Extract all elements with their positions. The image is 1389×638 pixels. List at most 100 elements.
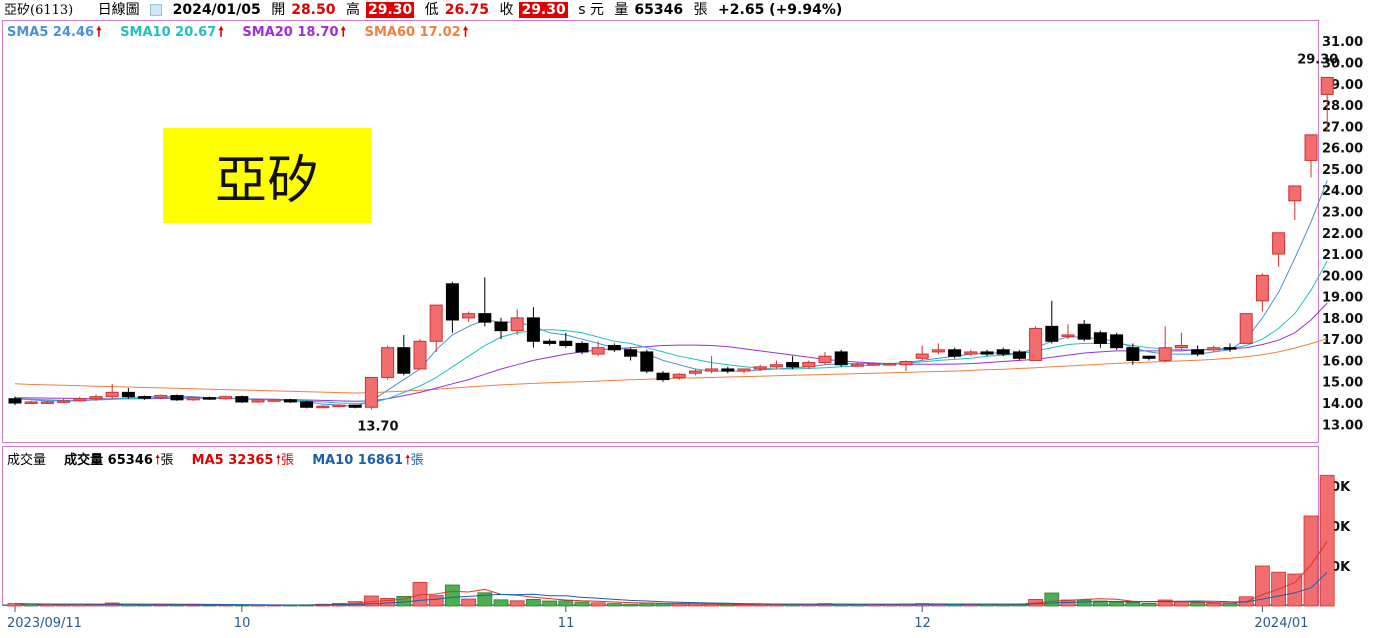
candle-body <box>316 405 330 409</box>
candle-body <box>526 317 540 342</box>
volume-bar <box>7 603 23 607</box>
volume-bar <box>607 603 622 607</box>
candle-body <box>948 349 962 357</box>
candle-body <box>721 368 735 372</box>
volume-bar <box>1190 602 1205 607</box>
candle-body <box>834 351 848 366</box>
vol-ma5-up-arrow-icon: 🠕 <box>275 453 282 468</box>
price-tick-label: 13.00 <box>1322 418 1363 433</box>
volume-bar <box>1287 573 1303 607</box>
candle-body <box>575 342 589 353</box>
vol-ma5-line <box>14 541 1328 606</box>
price-tick-label: 27.00 <box>1322 120 1363 135</box>
sma5-line <box>14 180 1328 407</box>
candle-body <box>413 340 427 370</box>
volume-bar <box>461 598 477 607</box>
candle-body <box>883 363 897 366</box>
volume-bar <box>590 602 606 607</box>
date-label: 2024/01 <box>1254 616 1308 631</box>
candle-body <box>1272 232 1286 255</box>
close-suffix: s 元 <box>578 2 604 18</box>
volume-bar <box>736 604 752 607</box>
candle-body <box>121 391 135 398</box>
volume-bar <box>623 603 638 607</box>
candle-body <box>251 399 265 403</box>
candle-body <box>235 396 249 403</box>
date-picker-icon[interactable] <box>150 4 163 16</box>
candle-body <box>543 340 557 344</box>
candle-body <box>89 396 103 400</box>
vol-ma10-legend: MA10 16861 <box>312 453 404 468</box>
candle-body <box>1288 185 1302 202</box>
date-label: 11 <box>558 616 575 631</box>
candle-body <box>1142 355 1156 359</box>
candle-body <box>1110 334 1124 349</box>
volume-legend-unit: 張 <box>160 453 174 468</box>
candle-body <box>1304 134 1318 161</box>
price-tick-label: 28.00 <box>1322 99 1363 114</box>
volume-bar <box>1044 592 1060 607</box>
candle-body <box>462 313 476 319</box>
volume-bar <box>1319 474 1335 607</box>
volume-bar <box>477 592 493 607</box>
candle-body <box>300 401 314 408</box>
price-tick-label: 22.00 <box>1322 227 1363 242</box>
price-tick-label: 15.00 <box>1322 376 1363 391</box>
price-change: +2.65 (+9.94%) <box>718 2 843 18</box>
period-label[interactable]: 日線圖 <box>97 2 140 18</box>
price-tick-label: 20.00 <box>1322 269 1363 284</box>
candle-body <box>1239 313 1253 344</box>
price-tick-label: 21.00 <box>1322 248 1363 263</box>
price-tick-label: 23.00 <box>1322 205 1363 220</box>
candle-body <box>607 345 621 351</box>
sma60-legend: SMA60 17.02 <box>364 25 461 40</box>
sma60-up-arrow-icon: 🠕 <box>462 25 469 40</box>
candle-body <box>688 370 702 374</box>
volume-bar <box>720 604 736 607</box>
volume-bar <box>1206 602 1222 607</box>
sma5-legend: SMA5 24.46 <box>7 25 95 40</box>
volume-bar <box>1141 603 1157 607</box>
candle-body <box>1126 347 1140 361</box>
volume-bar <box>493 599 509 607</box>
volume-value: 65346 <box>634 2 684 18</box>
candle-body <box>915 353 929 359</box>
candle-body <box>73 398 87 402</box>
high-value: 29.30 <box>365 2 415 18</box>
candle-body <box>429 304 443 342</box>
candle-body <box>899 361 913 366</box>
sma5-up-arrow-icon: 🠕 <box>96 25 102 40</box>
candle-body <box>1191 349 1205 355</box>
price-legend: SMA5 24.46 🠕 SMA10 20.67 🠕 SMA20 18.70 🠕 SM… <box>7 23 482 45</box>
candle-body <box>202 397 216 400</box>
volume-bar <box>137 604 153 607</box>
vol-ma10-up-arrow-icon: 🠕 <box>405 453 411 468</box>
volume-unit: 張 <box>693 2 708 18</box>
candle-body <box>1320 76 1334 95</box>
volume-bar <box>1012 604 1027 607</box>
volume-bar <box>169 604 185 607</box>
stock-symbol: 亞矽(6113) <box>4 3 74 18</box>
candle-body <box>705 368 719 372</box>
open-label: 開 <box>271 2 286 18</box>
candle-body <box>397 347 411 374</box>
vol-ma10-unit: 張 <box>410 453 424 468</box>
candle-body <box>332 404 346 408</box>
sma60-line <box>14 338 1328 394</box>
price-panel[interactable]: SMA5 24.46 🠕 SMA10 20.67 🠕 SMA20 18.70 🠕 SM… <box>2 20 1319 443</box>
candle-body <box>640 351 654 372</box>
candle-body <box>1045 325 1059 342</box>
candle-body <box>753 366 767 370</box>
volume-bar <box>558 600 574 607</box>
volume-label: 量 <box>614 2 629 18</box>
price-tick-label: 18.00 <box>1322 312 1363 327</box>
candle-body <box>154 395 168 399</box>
candle-body <box>8 398 22 404</box>
candle-body <box>283 399 297 403</box>
volume-bar <box>1076 599 1092 607</box>
price-tick-label: 16.00 <box>1322 354 1363 369</box>
volume-title: 成交量 <box>7 453 47 468</box>
candle-body <box>769 364 783 368</box>
